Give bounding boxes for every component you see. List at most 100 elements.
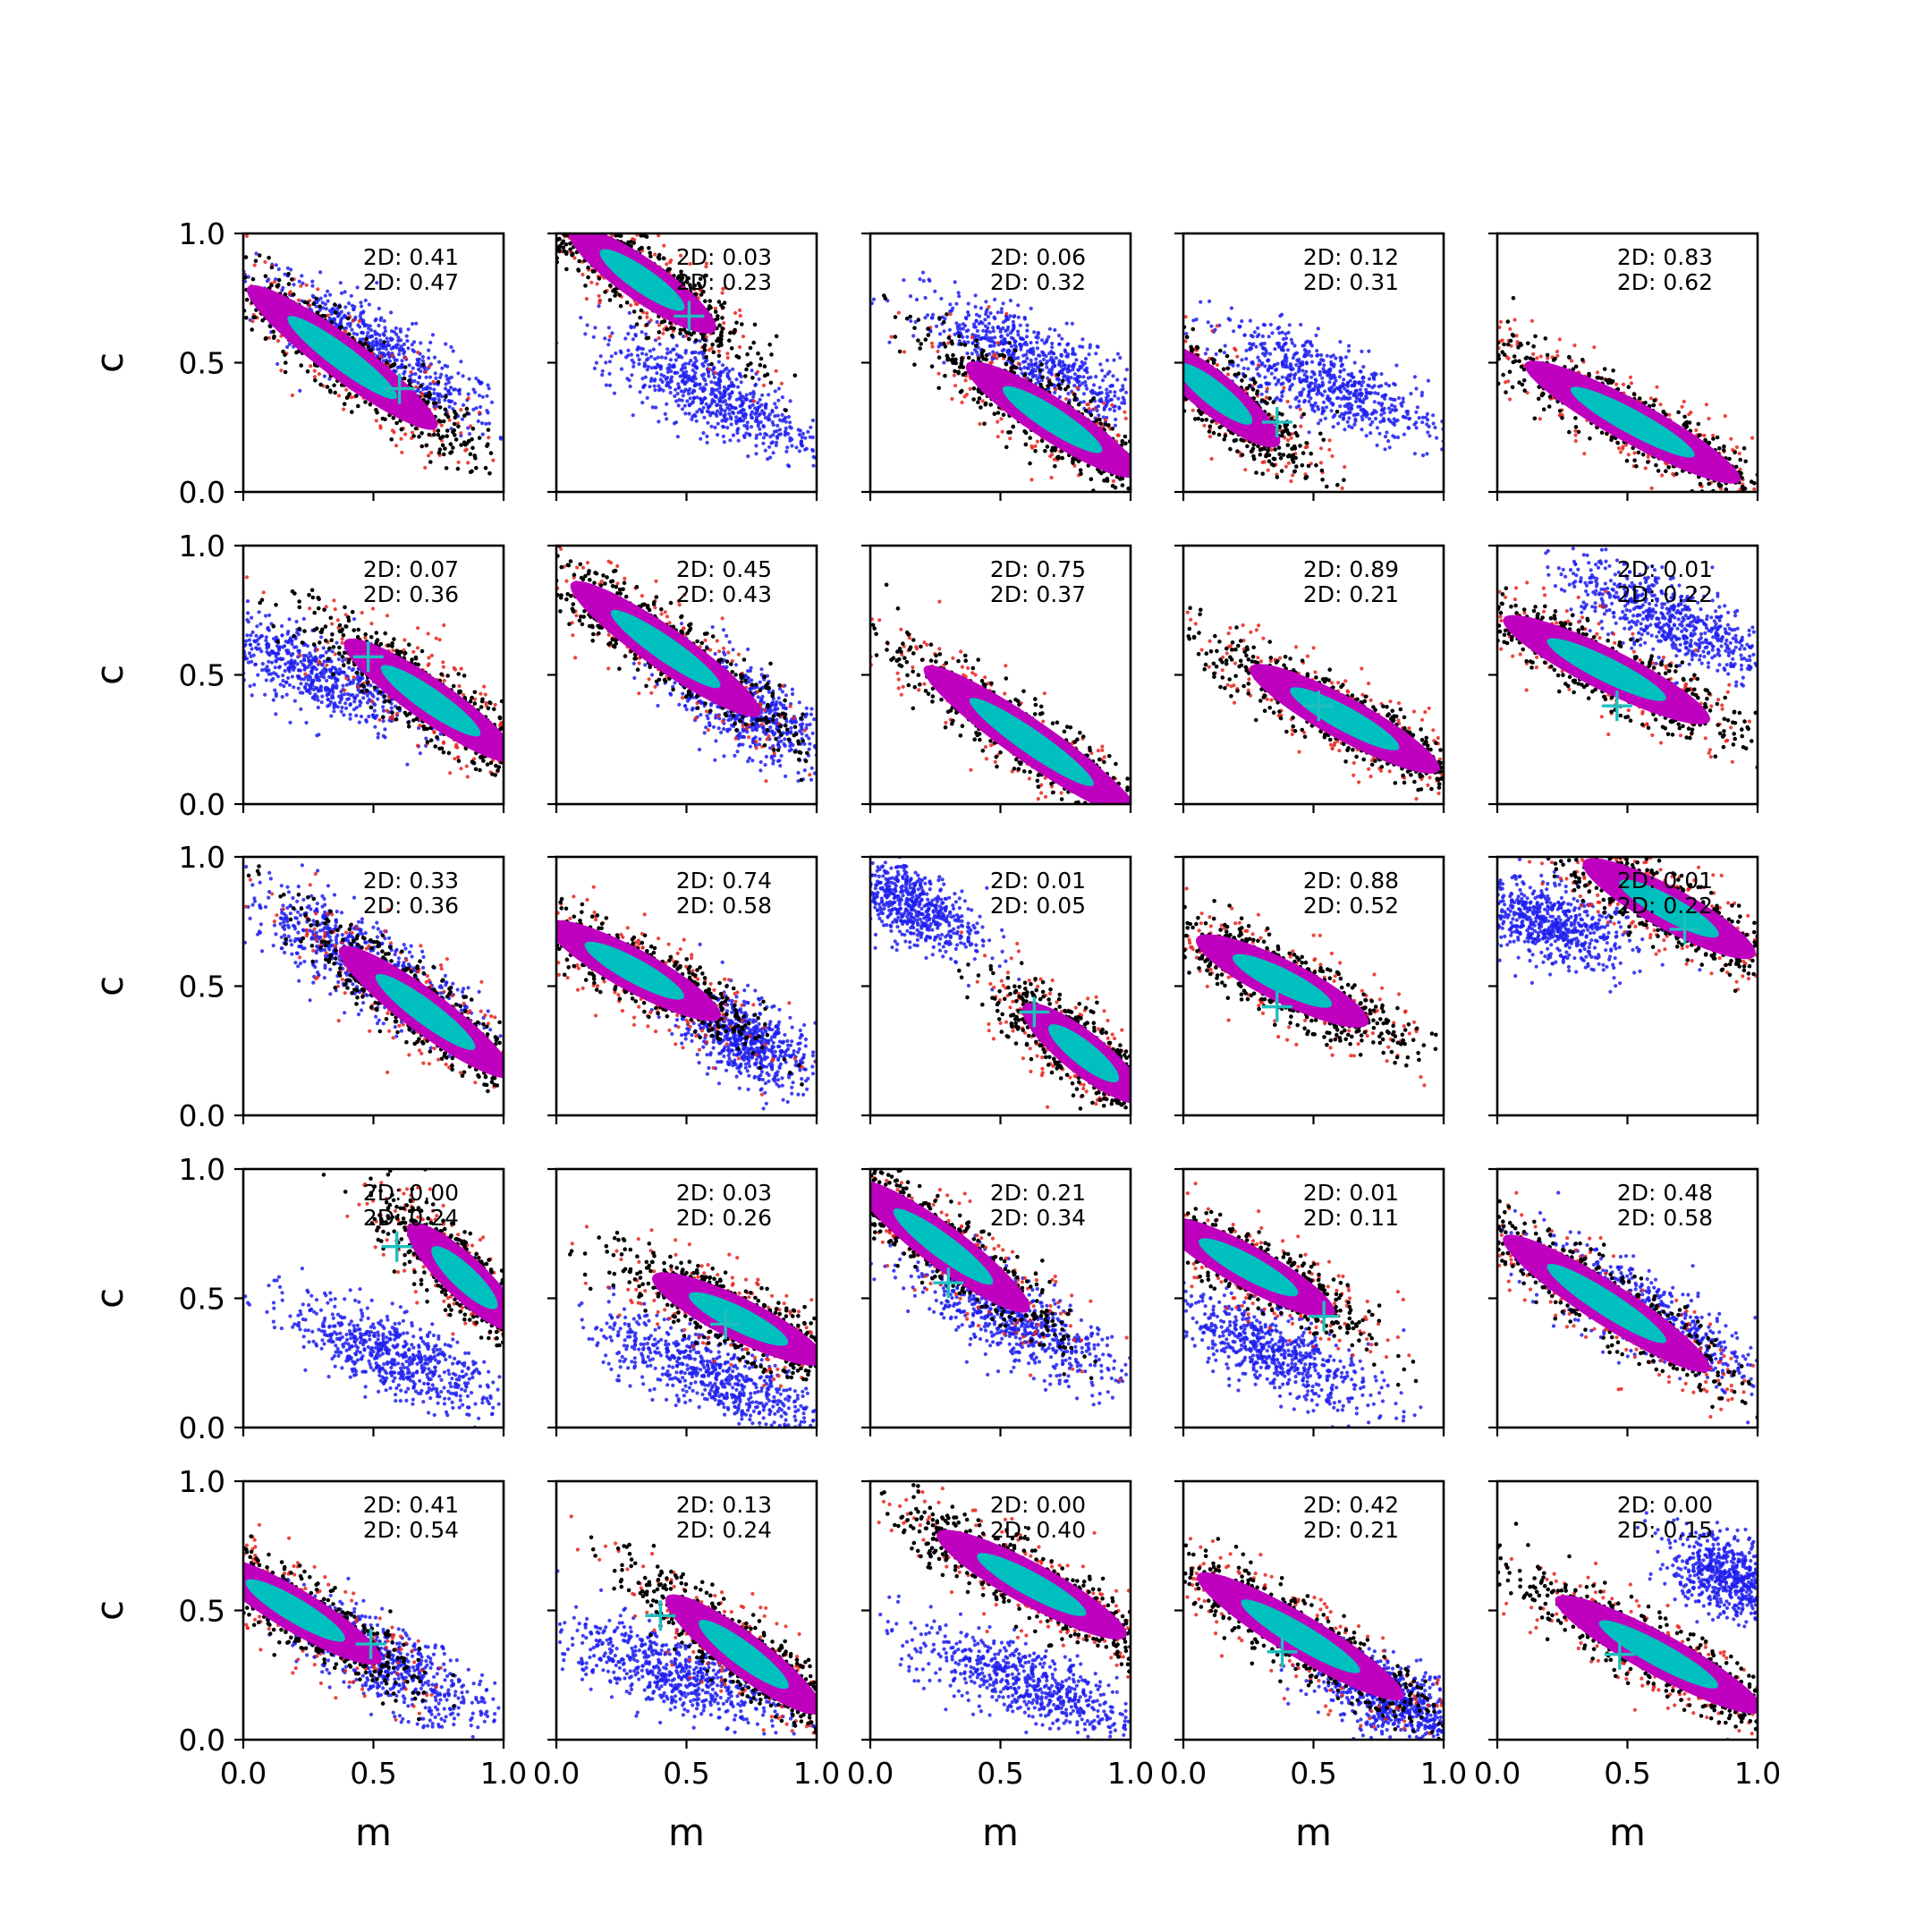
edge-point: [271, 329, 276, 335]
reference-point: [427, 348, 431, 352]
reference-point: [1005, 333, 1010, 337]
reference-point: [1431, 413, 1436, 418]
reference-point: [700, 352, 705, 357]
reference-point: [1288, 385, 1292, 389]
edge-point: [769, 352, 774, 357]
reference-point: [730, 390, 734, 394]
reference-point: [964, 329, 969, 334]
reference-point: [1370, 386, 1375, 390]
reference-point: [1258, 385, 1264, 389]
reference-point: [938, 342, 943, 346]
outer-point: [309, 364, 313, 369]
panel-annotation: 2D: 0.23: [676, 269, 772, 295]
reference-point: [1236, 363, 1241, 368]
reference-point: [315, 301, 319, 305]
edge-point: [916, 318, 921, 322]
reference-point: [751, 392, 757, 396]
edge-point: [448, 442, 453, 446]
reference-point: [687, 411, 691, 416]
edge-point: [929, 364, 935, 369]
reference-point: [784, 431, 788, 436]
reference-point: [1320, 376, 1325, 380]
reference-point: [451, 349, 455, 353]
reference-point: [923, 295, 928, 301]
reference-point: [1304, 340, 1309, 344]
edge-point: [483, 465, 488, 470]
reference-point: [921, 278, 926, 284]
reference-point: [1117, 406, 1122, 411]
edge-point: [762, 364, 767, 369]
reference-point: [926, 313, 930, 318]
reference-point: [1396, 435, 1401, 440]
reference-point: [690, 401, 694, 405]
reference-point: [1016, 333, 1021, 337]
outer-point: [708, 367, 712, 371]
reference-point: [1031, 352, 1036, 356]
reference-point: [375, 354, 379, 359]
reference-point: [707, 374, 711, 378]
reference-point: [1047, 326, 1052, 331]
outer-point: [357, 318, 361, 324]
reference-point: [400, 365, 404, 369]
reference-point: [369, 344, 374, 349]
edge-point: [470, 427, 476, 431]
outer-point: [653, 252, 657, 257]
edge-point: [299, 363, 304, 368]
reference-point: [767, 414, 771, 419]
reference-point: [1022, 365, 1027, 369]
edge-point: [1039, 362, 1044, 367]
edge-point: [641, 233, 647, 238]
outer-point: [633, 301, 639, 306]
reference-point: [1270, 331, 1275, 335]
reference-point: [1030, 375, 1035, 379]
reference-point: [449, 399, 454, 403]
reference-point: [1050, 341, 1055, 346]
reference-point: [777, 428, 783, 432]
reference-point: [1414, 386, 1419, 391]
reference-point: [401, 347, 405, 352]
reference-point: [1304, 369, 1309, 374]
reference-point: [675, 435, 681, 439]
reference-point: [1208, 299, 1212, 303]
edge-point: [958, 390, 963, 394]
reference-point: [987, 330, 992, 335]
reference-point: [754, 452, 758, 456]
reference-point: [1311, 403, 1317, 408]
reference-point: [1080, 337, 1085, 342]
reference-point: [1287, 323, 1292, 327]
edge-point: [657, 256, 662, 261]
reference-point: [1402, 432, 1406, 436]
reference-point: [966, 301, 970, 306]
edge-point: [449, 450, 454, 454]
edge-point: [1114, 474, 1120, 479]
reference-point: [1348, 411, 1352, 415]
reference-point: [300, 274, 304, 278]
reference-point: [1425, 411, 1429, 416]
reference-point: [1377, 431, 1382, 436]
reference-point: [1096, 404, 1101, 409]
reference-point: [373, 318, 377, 323]
reference-point: [629, 324, 633, 329]
reference-point: [729, 417, 733, 421]
reference-point: [953, 280, 957, 284]
reference-point: [1085, 386, 1089, 391]
reference-point: [338, 281, 343, 285]
reference-point: [1209, 324, 1214, 328]
reference-point: [367, 302, 371, 307]
reference-point: [993, 335, 997, 340]
reference-point: [323, 293, 327, 298]
reference-point: [1009, 331, 1013, 335]
reference-point: [1309, 353, 1314, 358]
reference-point: [999, 307, 1004, 311]
reference-point: [1332, 373, 1336, 377]
edge-point: [716, 353, 722, 359]
reference-point: [996, 310, 1000, 315]
reference-point: [1103, 374, 1107, 378]
edge-point: [284, 360, 288, 365]
reference-point: [1020, 371, 1024, 376]
reference-point: [707, 362, 711, 367]
outer-point: [1123, 410, 1127, 414]
reference-point: [419, 341, 423, 345]
reference-point: [974, 318, 979, 323]
